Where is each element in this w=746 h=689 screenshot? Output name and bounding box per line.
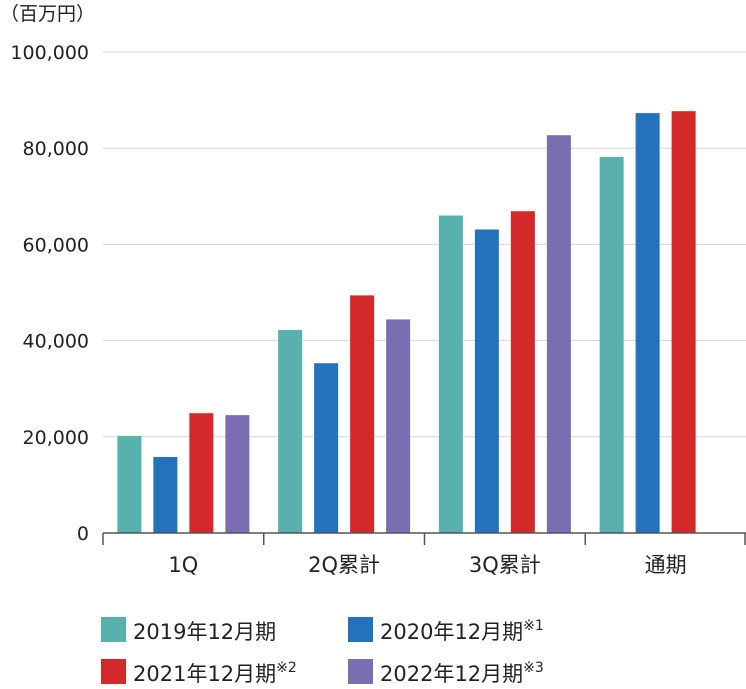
y-tick-label: 40,000 bbox=[23, 331, 89, 353]
bar bbox=[438, 215, 463, 534]
bar bbox=[117, 435, 142, 533]
y-tick-label: 60,000 bbox=[23, 234, 89, 256]
x-axis-categories: 1Q 2Q累計 3Q累計 通期 bbox=[168, 553, 686, 577]
bar bbox=[153, 457, 178, 533]
bar bbox=[278, 330, 303, 533]
bar bbox=[386, 319, 411, 533]
bar bbox=[189, 413, 214, 533]
x-category-label: 3Q累計 bbox=[469, 553, 541, 577]
y-tick-label: 80,000 bbox=[23, 138, 89, 160]
bar bbox=[350, 295, 375, 533]
legend: 2019年12月期 2020年12月期※1 2021年12月期※2 2022年12月期… bbox=[101, 617, 544, 686]
bar bbox=[671, 111, 696, 534]
legend-label: 2019年12月期 bbox=[133, 620, 276, 644]
bar bbox=[546, 135, 571, 533]
legend-swatch bbox=[348, 617, 373, 642]
bar bbox=[225, 415, 250, 533]
legend-swatch bbox=[101, 659, 126, 684]
y-axis-ticks: 0 20,000 40,000 60,000 80,000 100,000 bbox=[10, 42, 89, 545]
legend-swatch bbox=[101, 617, 126, 642]
y-axis-unit-label: （百万円） bbox=[0, 3, 95, 25]
x-category-label: 通期 bbox=[645, 553, 687, 577]
x-axis bbox=[102, 532, 746, 545]
bar bbox=[510, 211, 535, 533]
y-tick-label: 20,000 bbox=[23, 427, 89, 449]
x-category-label: 2Q累計 bbox=[308, 553, 380, 577]
bar bbox=[474, 229, 499, 533]
bar bbox=[635, 113, 660, 533]
legend-label: 2021年12月期※2 bbox=[133, 660, 297, 686]
x-category-label: 1Q bbox=[168, 553, 198, 577]
legend-label: 2022年12月期※3 bbox=[380, 660, 544, 686]
y-tick-label: 100,000 bbox=[10, 42, 89, 64]
bars bbox=[117, 111, 696, 534]
y-tick-label: 0 bbox=[77, 523, 89, 545]
bar bbox=[314, 363, 339, 533]
legend-label: 2020年12月期※1 bbox=[380, 618, 544, 644]
bar bbox=[599, 156, 624, 533]
legend-swatch bbox=[348, 659, 373, 684]
